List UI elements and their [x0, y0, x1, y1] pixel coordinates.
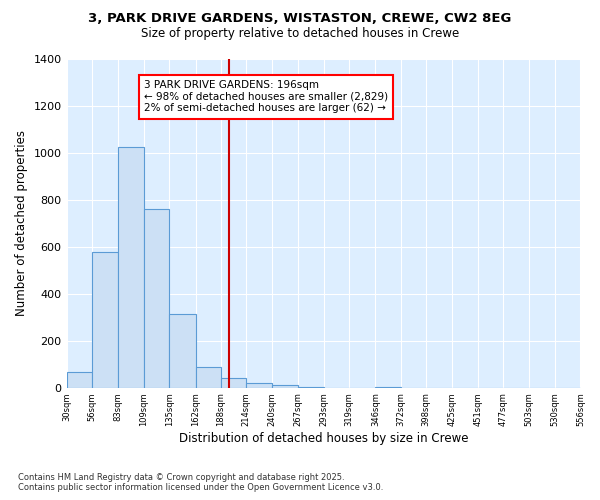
Bar [118, 147, 144, 388]
Bar [67, 372, 92, 388]
Bar [144, 210, 169, 388]
Text: 3, PARK DRIVE GARDENS, WISTASTON, CREWE, CW2 8EG: 3, PARK DRIVE GARDENS, WISTASTON, CREWE,… [88, 12, 512, 26]
X-axis label: Distribution of detached houses by size in Crewe: Distribution of detached houses by size … [179, 432, 468, 445]
Bar [221, 378, 247, 388]
Bar [169, 314, 196, 388]
Text: Contains HM Land Registry data © Crown copyright and database right 2025.
Contai: Contains HM Land Registry data © Crown c… [18, 473, 383, 492]
Bar [298, 386, 323, 388]
Bar [247, 383, 272, 388]
Bar [92, 252, 118, 388]
Bar [272, 386, 298, 388]
Text: Size of property relative to detached houses in Crewe: Size of property relative to detached ho… [141, 28, 459, 40]
Bar [196, 366, 221, 388]
Text: 3 PARK DRIVE GARDENS: 196sqm
← 98% of detached houses are smaller (2,829)
2% of : 3 PARK DRIVE GARDENS: 196sqm ← 98% of de… [144, 80, 388, 114]
Y-axis label: Number of detached properties: Number of detached properties [15, 130, 28, 316]
Bar [376, 386, 401, 388]
